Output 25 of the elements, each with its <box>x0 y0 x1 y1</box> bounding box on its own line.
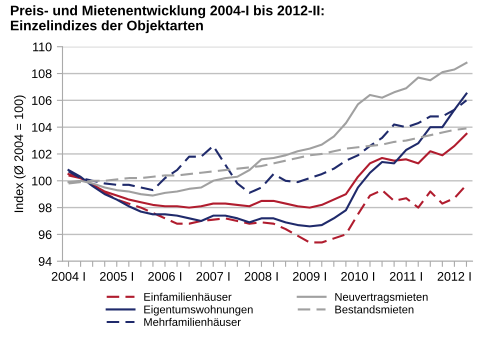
legend-label: Neuvertragsmieten <box>335 292 428 304</box>
y-tick-label: 98 <box>38 203 52 212</box>
x-tick-label: 2011 I <box>390 272 422 281</box>
x-tick-label: 2010 I <box>341 272 374 281</box>
x-tick-label: 2004 I <box>52 272 85 281</box>
y-tick-label: 106 <box>32 96 52 105</box>
chart-title: Preis- und Mietenentwicklung 2004-I bis 2012-II: Einzelindizes der Objektarten <box>10 5 324 34</box>
legend-label: Mehrfamilienhäuser <box>144 318 241 326</box>
y-tick-label: 102 <box>32 150 52 159</box>
y-axis-title: Index (Ø 2004 = 100) <box>14 96 26 212</box>
legend-label: Eigentumswohnungen <box>144 305 253 316</box>
y-tick-label: 96 <box>38 230 52 240</box>
y-tick-label: 104 <box>32 122 52 132</box>
x-tick-label: 2005 I <box>100 272 133 281</box>
x-tick-label: 2007 I <box>196 272 230 281</box>
y-tick-label: 110 <box>33 42 52 52</box>
y-tick-label: 94 <box>38 257 52 266</box>
legend-label: Bestandsmieten <box>335 305 414 314</box>
x-tick-label: 2009 I <box>292 272 326 281</box>
y-tick-label: 100 <box>32 176 52 186</box>
y-tick-label: 108 <box>32 69 52 78</box>
x-tick-label: 2008 I <box>244 272 278 281</box>
legend-label: Einfamilienhäuser <box>144 292 232 301</box>
x-tick-label: 2012 I <box>438 272 471 281</box>
x-tick-label: 2006 I <box>148 272 182 281</box>
